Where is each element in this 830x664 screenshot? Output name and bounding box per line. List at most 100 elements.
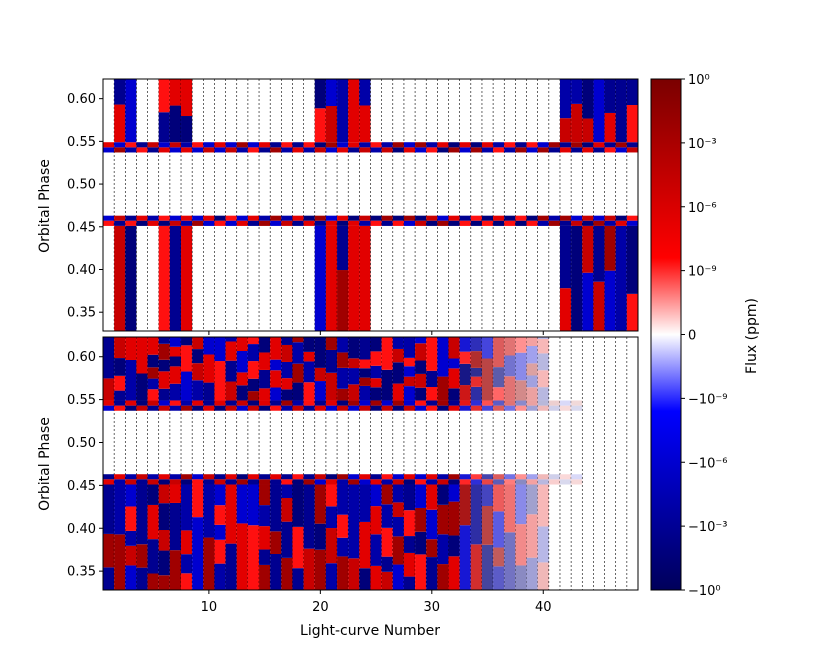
heatmap-cell [504, 479, 516, 485]
heatmap-cell [169, 405, 182, 411]
heatmap-cell [125, 359, 137, 401]
heatmap-cell [247, 215, 260, 221]
heatmap-cell [571, 79, 583, 104]
heatmap-cell [626, 293, 638, 331]
heatmap-cell [270, 405, 282, 411]
heatmap-cell [548, 220, 560, 226]
heatmap-cell [203, 474, 215, 480]
bottom-panel [102, 336, 639, 591]
heatmap-cell [571, 103, 583, 143]
heatmap-cell [325, 479, 338, 485]
heatmap-cell [392, 502, 404, 517]
heatmap-cell [158, 79, 170, 113]
heatmap-cell [370, 351, 382, 366]
heatmap-cell [169, 550, 182, 590]
heatmap-cell [426, 539, 438, 558]
heatmap-cell [615, 220, 627, 226]
heatmap-cell [392, 484, 404, 503]
heatmap-cell [225, 474, 237, 480]
heatmap-cell [214, 215, 226, 221]
heatmap-cell [537, 338, 549, 354]
heatmap-cell [582, 79, 594, 119]
heatmap-cell [325, 220, 338, 226]
heatmap-cell [158, 405, 170, 411]
heatmap-cell [225, 215, 237, 221]
heatmap-cell [515, 337, 527, 353]
heatmap-cell [359, 368, 371, 378]
heatmap-cell [604, 142, 616, 148]
heatmap-cell [359, 377, 371, 386]
heatmap-cell [426, 474, 438, 480]
heatmap-cell [626, 79, 638, 106]
heatmap-cell [314, 400, 326, 406]
heatmap-cell [392, 479, 404, 485]
heatmap-cell [125, 142, 137, 148]
colorbar-tick-label: 10⁻³ [688, 137, 717, 152]
heatmap-cell [593, 79, 605, 143]
heatmap-cell [615, 215, 627, 221]
heatmap-cell [103, 378, 115, 401]
heatmap-cell [214, 505, 226, 525]
heatmap-cell [448, 405, 460, 411]
heatmap-cell [314, 215, 326, 221]
heatmap-cell [192, 363, 204, 381]
heatmap-cell [381, 479, 393, 485]
heatmap-cell [559, 474, 572, 480]
heatmap-cell [147, 147, 159, 153]
heatmap-cell [303, 361, 315, 383]
heatmap-cell [236, 350, 248, 373]
heatmap-cell [548, 479, 560, 485]
heatmap-cell [169, 105, 182, 143]
heatmap-cell [448, 501, 460, 536]
heatmap-cell [259, 564, 271, 590]
heatmap-cell [303, 548, 315, 590]
heatmap-cell [370, 220, 382, 226]
heatmap-cell [515, 215, 527, 221]
heatmap-cell [136, 400, 148, 406]
heatmap-cell [337, 367, 349, 389]
heatmap-cell [181, 116, 193, 143]
heatmap-cell [214, 405, 226, 411]
heatmap-cell [314, 225, 326, 331]
heatmap-cell [281, 400, 293, 406]
heatmap-cell [337, 556, 349, 590]
heatmap-cell [548, 215, 560, 221]
heatmap-cell [114, 400, 126, 406]
heatmap-cell [114, 484, 126, 535]
heatmap-cell [169, 479, 182, 485]
heatmap-cell [236, 523, 248, 590]
heatmap-cell [136, 142, 148, 148]
heatmap-cell [448, 479, 460, 485]
heatmap-cell [448, 535, 460, 557]
heatmap-cell [403, 510, 416, 537]
heatmap-cell [325, 372, 338, 401]
heatmap-cell [359, 568, 371, 590]
heatmap-cell [325, 563, 338, 590]
heatmap-cell [247, 400, 260, 406]
heatmap-cell [392, 142, 404, 148]
heatmap-cell [526, 142, 538, 148]
heatmap-cell [426, 142, 438, 148]
heatmap-cell [225, 341, 237, 361]
heatmap-cell [214, 361, 226, 401]
heatmap-cell [270, 142, 282, 148]
heatmap-cell [337, 537, 349, 557]
heatmap-cell [259, 400, 271, 406]
heatmap-cell [203, 400, 215, 406]
heatmap-cell [325, 474, 338, 480]
heatmap-cell [348, 400, 360, 406]
heatmap-cell [348, 368, 360, 385]
heatmap-cell [493, 367, 505, 388]
heatmap-cell [314, 381, 326, 401]
heatmap-cell [259, 220, 271, 226]
heatmap-cell [236, 474, 248, 480]
heatmap-cell [203, 215, 215, 221]
heatmap-cell [169, 356, 182, 367]
heatmap-cell [181, 573, 193, 590]
heatmap-cell [526, 557, 538, 590]
heatmap-cell [303, 351, 315, 362]
heatmap-cell [136, 220, 148, 226]
heatmap-cell [415, 215, 427, 221]
heatmap-cell [370, 479, 382, 485]
heatmap-cell [448, 556, 460, 590]
